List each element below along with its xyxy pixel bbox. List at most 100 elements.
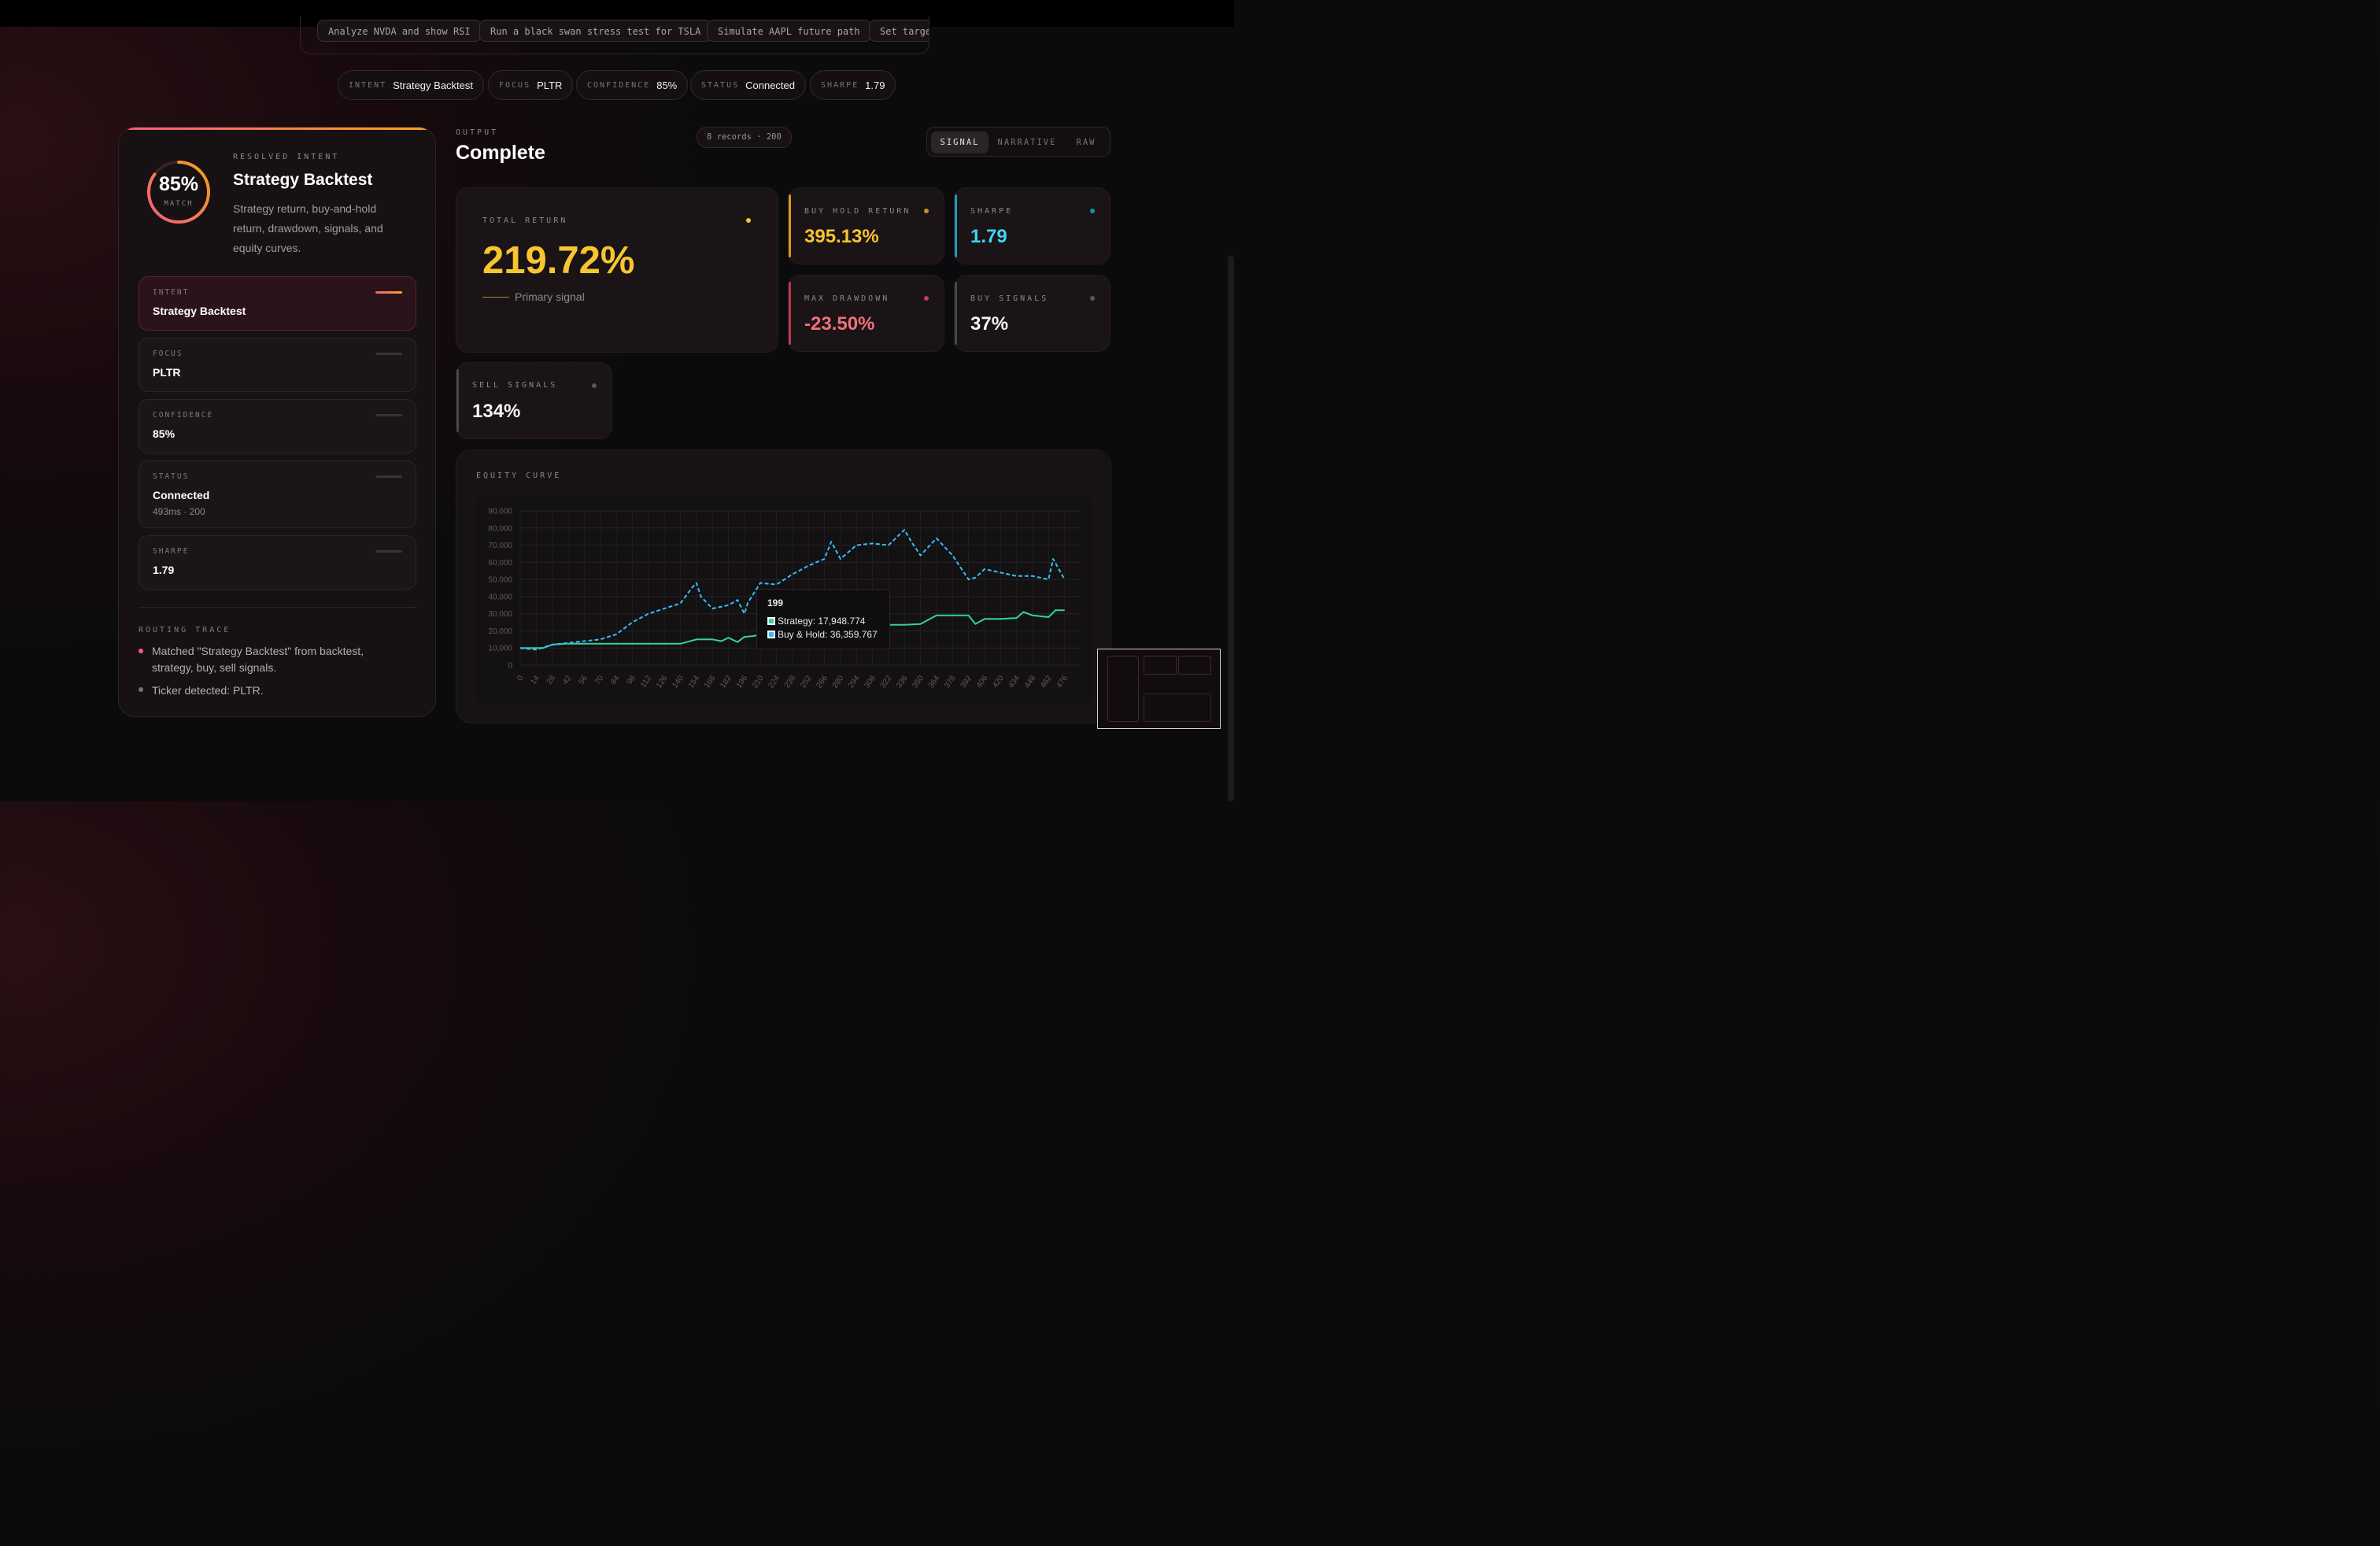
- field-indicator: [375, 550, 402, 553]
- field-subtext: 493ms · 200: [153, 506, 205, 517]
- resolved-intent-title: Strategy Backtest: [233, 171, 373, 189]
- x-tick-label: 294: [847, 674, 862, 690]
- x-tick-label: 392: [959, 674, 974, 690]
- field-indicator: [375, 414, 402, 416]
- field-value: PLTR: [153, 366, 181, 379]
- minimap-left-panel: [1107, 656, 1139, 722]
- legend-swatch: [767, 631, 775, 638]
- chip-value: 1.79: [865, 79, 885, 91]
- resolved-intent-label: RESOLVED INTENT: [233, 153, 340, 161]
- field-value: 85%: [153, 427, 176, 440]
- card-accent: [456, 369, 459, 432]
- y-tick-label: 50,000: [488, 576, 512, 585]
- x-tick-label: 56: [577, 674, 589, 686]
- metric-total-return: TOTAL RETURN 219.72% Primary signal: [456, 187, 778, 353]
- x-tick-label: 238: [783, 674, 798, 690]
- x-tick-label: 322: [879, 674, 894, 690]
- card-accent: [955, 194, 957, 257]
- x-tick-label: 210: [751, 674, 766, 690]
- routing-trace-item: Matched "Strategy Backtest" from backtes…: [152, 645, 364, 674]
- y-tick-label: 70,000: [488, 542, 512, 550]
- tooltip-buyhold-value: Buy & Hold: 36,359.767: [778, 629, 878, 640]
- scrollbar[interactable]: [1228, 256, 1234, 801]
- chip-confidence: CONFIDENCE 85%: [576, 70, 689, 100]
- tab-signal[interactable]: SIGNAL: [931, 131, 989, 153]
- x-tick-label: 28: [545, 674, 558, 686]
- field-indicator: [375, 291, 402, 294]
- x-tick-label: 308: [863, 674, 878, 690]
- chip-value: Strategy Backtest: [393, 79, 474, 91]
- y-tick-label: 20,000: [488, 627, 512, 636]
- suggestion-chip-nvda[interactable]: Analyze NVDA and show RSI: [317, 20, 482, 42]
- metric-value: 37%: [970, 313, 1009, 335]
- field-indicator: [375, 353, 402, 355]
- caption-line: [482, 297, 509, 298]
- field-status[interactable]: STATUS Connected 493ms · 200: [139, 460, 416, 528]
- tab-narrative[interactable]: NARRATIVE: [997, 138, 1057, 147]
- metric-buy-signals: BUY SIGNALS 37%: [954, 275, 1111, 352]
- status-dot: [924, 209, 929, 213]
- x-tick-label: 378: [943, 674, 958, 690]
- view-toggle[interactable]: SIGNAL NARRATIVE RAW: [926, 127, 1111, 157]
- metric-sell-signals: SELL SIGNALS 134%: [456, 362, 612, 439]
- chip-key: STATUS: [701, 80, 740, 90]
- y-tick-label: 60,000: [488, 559, 512, 568]
- panel-accent-line: [127, 128, 429, 130]
- suggestion-chip-tsla[interactable]: Run a black swan stress test for TSLA: [479, 20, 712, 42]
- suggestion-strip[interactable]: Analyze NVDA and show RSI Run a black sw…: [300, 16, 929, 54]
- field-intent[interactable]: INTENT Strategy Backtest: [139, 276, 416, 331]
- chip-intent: INTENT Strategy Backtest: [338, 70, 485, 100]
- metric-label: BUY SIGNALS: [970, 294, 1049, 303]
- divider: [139, 607, 416, 608]
- x-tick-label: 434: [1007, 674, 1022, 690]
- suggestion-chip-aapl[interactable]: Simulate AAPL future path: [707, 20, 871, 42]
- suggestion-chip-target[interactable]: Set targe: [869, 20, 929, 42]
- status-dot: [746, 218, 751, 223]
- status-dot: [1090, 209, 1095, 213]
- metric-sharpe: SHARPE 1.79: [954, 187, 1111, 264]
- field-sharpe[interactable]: SHARPE 1.79: [139, 535, 416, 590]
- x-tick-label: 420: [991, 674, 1006, 690]
- x-tick-label: 406: [975, 674, 990, 690]
- chip-value: 85%: [656, 79, 678, 91]
- x-tick-label: 14: [529, 674, 541, 686]
- tab-raw[interactable]: RAW: [1076, 138, 1096, 147]
- chip-value: Connected: [745, 79, 796, 91]
- field-key: INTENT: [153, 288, 190, 297]
- x-tick-label: 280: [831, 674, 846, 690]
- metric-value: 395.13%: [804, 226, 879, 247]
- chip-key: CONFIDENCE: [587, 80, 651, 90]
- y-tick-label: 80,000: [488, 524, 512, 533]
- y-tick-label: 0: [508, 662, 512, 671]
- bullet-dot: [139, 687, 143, 692]
- page-minimap[interactable]: [1097, 649, 1221, 729]
- chip-focus: FOCUS PLTR: [488, 70, 574, 100]
- field-focus[interactable]: FOCUS PLTR: [139, 338, 416, 392]
- chip-sharpe: SHARPE 1.79: [810, 70, 896, 100]
- tooltip-title: 199: [767, 597, 784, 608]
- routing-trace-label: ROUTING TRACE: [139, 626, 231, 634]
- chip-status: STATUS Connected: [690, 70, 807, 100]
- metric-buy-hold-return: BUY HOLD RETURN 395.13%: [788, 187, 944, 264]
- x-tick-label: 252: [799, 674, 814, 690]
- y-tick-label: 10,000: [488, 645, 512, 653]
- field-key: CONFIDENCE: [153, 411, 214, 420]
- minimap-chart: [1144, 693, 1211, 722]
- gauge-arc: [147, 161, 210, 224]
- metric-value: 1.79: [970, 226, 1007, 247]
- output-title: Complete: [456, 142, 545, 164]
- field-key: FOCUS: [153, 350, 183, 358]
- routing-trace-item: Ticker detected: PLTR.: [152, 684, 264, 697]
- chart-tooltip: 199 Strategy: 17,948.774 Buy & Hold: 36,…: [756, 589, 890, 649]
- match-percent: 85%: [158, 173, 199, 195]
- minimap-card: [1178, 656, 1211, 675]
- field-confidence[interactable]: CONFIDENCE 85%: [139, 399, 416, 453]
- x-tick-label: 476: [1055, 674, 1070, 690]
- equity-curve-chart[interactable]: 90,000 80,000 70,000 60,000 50,000 40,000 30,0…: [0, 0, 1234, 801]
- resolved-intent-panel: 85% MATCH RESOLVED INTENT Strategy Backt…: [118, 127, 436, 717]
- x-tick-label: 266: [815, 674, 830, 690]
- x-tick-label: 196: [735, 674, 750, 690]
- metric-max-drawdown: MAX DRAWDOWN -23.50%: [788, 275, 944, 352]
- metric-value: 219.72%: [482, 239, 635, 282]
- tooltip-row-buyhold: Buy & Hold: 36,359.767: [767, 629, 878, 640]
